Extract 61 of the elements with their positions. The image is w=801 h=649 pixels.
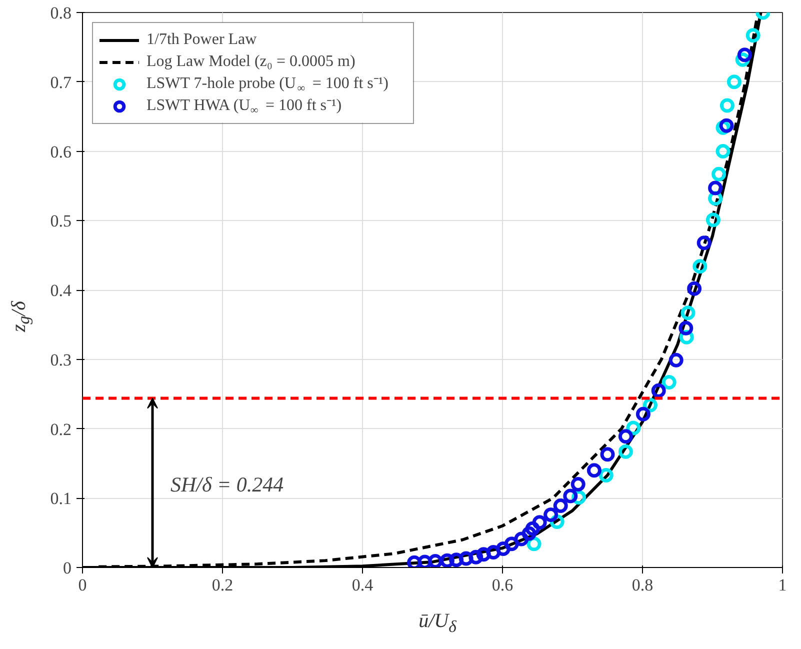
y-tick-label: 0 [63,558,72,578]
annotation: SH/δ = 0.244 [170,472,284,496]
point [598,468,614,482]
point [726,74,742,90]
point [468,550,484,564]
point [586,463,602,478]
point [651,383,666,398]
x-tick-label: 0.6 [492,576,514,594]
point [532,515,547,530]
point [525,521,540,536]
point [712,166,726,182]
point [716,144,730,158]
y-tick-label: 0.8 [50,4,72,22]
point [708,180,723,196]
point [696,236,712,250]
point [600,447,615,462]
y-tick-label: 0.1 [50,489,72,508]
point [687,281,702,296]
y-tick-label: 0.2 [50,420,72,439]
point [668,352,684,368]
point [563,488,578,504]
point [662,375,676,390]
legend-label: 1/7th Power Law [146,31,258,48]
point [636,406,650,422]
legend-label: LSWT HWA (U∞ = 100 ft s⁻¹) [146,97,342,116]
point [553,498,568,513]
y-tick-label: 0.6 [50,142,72,162]
point [522,526,536,541]
point [706,212,720,228]
point [476,547,491,562]
x-tick-label: 0.4 [352,576,374,594]
point [486,545,501,560]
point [458,551,474,566]
point [544,508,558,522]
point [618,444,633,459]
point [428,554,443,568]
point [496,542,510,556]
point [692,259,708,274]
point [720,98,734,113]
y-tick-label: 0.7 [50,72,72,92]
x-tick-label: 0.2 [212,576,234,594]
x-axis-title: ū/U$_{δ}$ [418,609,456,638]
y-tick-label: 0.4 [50,281,72,300]
y-tick-label: 0.5 [50,212,72,231]
x-tick-label: 1 [778,576,787,594]
legend-label: LSWT 7-hole probe (U∞ = 100 ft s⁻¹) [146,75,389,94]
point [618,429,633,444]
legend-label: Log Law Model (z₀ = 0.0005 m) [146,53,356,70]
point [737,48,752,62]
point [678,320,694,336]
point [440,553,454,568]
point [514,532,529,546]
point [746,28,760,43]
point [570,477,586,492]
point [504,536,519,552]
y-tick-label: 0.3 [50,350,72,370]
point [449,552,464,568]
x-tick-label: 0 [78,576,87,594]
x-tick-label: 0.8 [632,576,654,594]
point [680,306,696,320]
point [719,118,734,133]
